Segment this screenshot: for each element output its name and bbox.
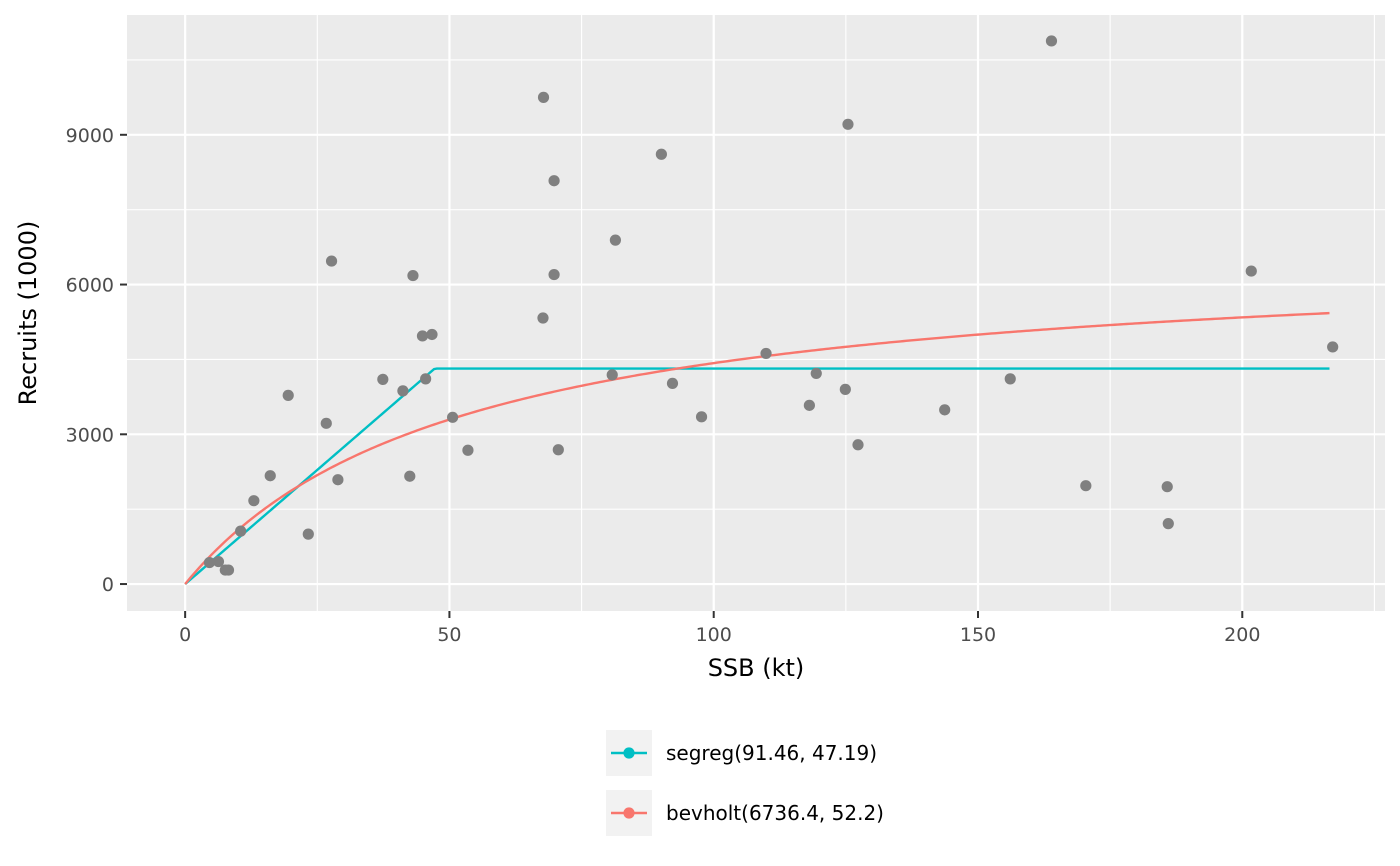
fitted-model-lines [184, 311, 1330, 585]
y-tick-label: 0 [102, 574, 114, 596]
data-point [803, 399, 815, 411]
legend-label-segreg: segreg(91.46, 47.19) [666, 741, 877, 765]
data-point [397, 385, 409, 397]
data-point [655, 148, 667, 160]
data-point [447, 411, 459, 423]
data-point [1004, 373, 1016, 385]
data-point [606, 369, 618, 381]
data-point [320, 417, 332, 429]
data-point [248, 495, 260, 507]
data-point [332, 474, 344, 486]
data-point [264, 470, 276, 482]
data-point [666, 377, 679, 389]
legend-key-point [623, 747, 635, 759]
data-point [842, 118, 854, 130]
data-point [404, 470, 416, 482]
data-point [548, 268, 560, 281]
data-point [203, 556, 216, 569]
plot-panel [127, 15, 1385, 611]
y-axis-title: Recruits (1000) [14, 221, 42, 406]
data-point [760, 347, 772, 360]
data-point [302, 528, 314, 540]
data-point [1327, 341, 1339, 353]
data-point [1162, 518, 1174, 530]
y-tick-label: 9000 [66, 125, 114, 147]
data-point [1245, 265, 1257, 277]
data-point [426, 328, 438, 341]
data-point [222, 564, 235, 576]
data-point [939, 404, 951, 416]
data-point [462, 444, 474, 456]
legend: segreg(91.46, 47.19) bevholt(6736.4, 52.2… [606, 730, 884, 836]
y-tick-label: 3000 [66, 424, 114, 446]
data-point [235, 525, 247, 537]
data-point [1080, 480, 1092, 492]
x-tick-label: 50 [437, 624, 461, 646]
x-axis: 0 50 100 150 200 [179, 611, 1260, 646]
y-tick-label: 6000 [66, 275, 114, 297]
series-line-bevholt [184, 311, 1330, 585]
data-point [325, 255, 338, 267]
data-point [282, 389, 294, 401]
data-point [407, 269, 419, 282]
data-point [552, 444, 564, 456]
series-line-segreg [184, 367, 1330, 585]
data-point [537, 312, 549, 324]
data-point [852, 439, 864, 451]
data-point [1161, 481, 1173, 493]
data-point [1045, 35, 1058, 47]
minor-gridlines [127, 15, 1385, 611]
data-point [695, 411, 708, 423]
data-point [810, 367, 822, 379]
x-tick-label: 0 [179, 624, 191, 646]
x-axis-title: SSB (kt) [708, 654, 805, 682]
data-point [212, 555, 225, 568]
observed-points [203, 35, 1339, 576]
data-point [839, 383, 851, 395]
x-tick-label: 150 [960, 624, 996, 646]
data-point [420, 373, 432, 385]
x-tick-label: 100 [696, 624, 732, 646]
data-point [377, 373, 389, 385]
data-point [537, 91, 550, 103]
data-point [548, 175, 560, 187]
legend-label-bevholt: bevholt(6736.4, 52.2) [666, 801, 884, 825]
y-axis: 0 3000 6000 9000 [66, 125, 127, 596]
major-gridlines [127, 15, 1385, 611]
x-tick-label: 200 [1224, 624, 1260, 646]
data-point [416, 330, 429, 342]
data-point [609, 234, 622, 246]
legend-key-point [623, 807, 635, 819]
